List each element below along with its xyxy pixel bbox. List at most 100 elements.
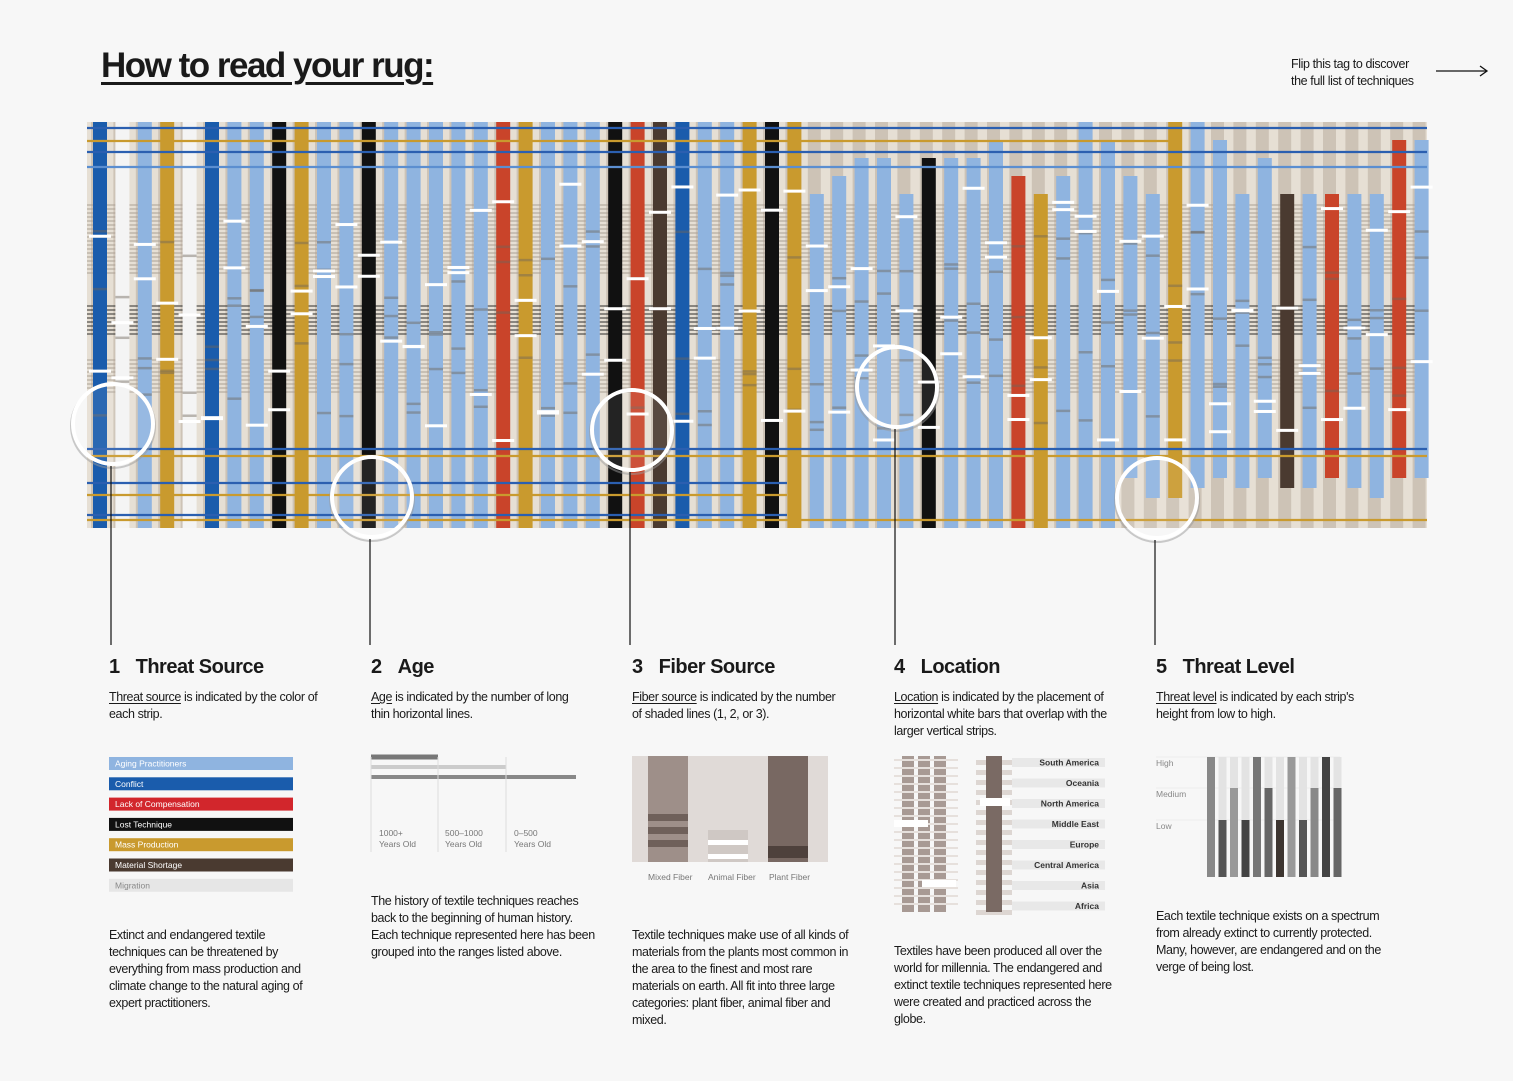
strip-shade	[249, 289, 264, 293]
strip-shade	[1033, 366, 1048, 369]
strip	[697, 122, 712, 528]
location-bar	[1231, 308, 1254, 312]
strip	[1056, 176, 1071, 528]
strip-shade	[160, 371, 175, 375]
strip-shade	[317, 411, 331, 415]
strip-shade	[1392, 394, 1407, 397]
strip-shade	[518, 258, 533, 262]
location-bar	[380, 240, 403, 244]
strip	[630, 122, 645, 528]
location-bar	[1074, 214, 1097, 218]
strip-shade	[227, 397, 242, 400]
location-bar	[738, 309, 761, 313]
strip-shade	[160, 240, 175, 244]
strip-shade	[966, 331, 981, 334]
strip-shade	[563, 382, 578, 385]
strip	[585, 122, 600, 528]
strip-shade	[249, 288, 264, 292]
strip	[563, 122, 578, 528]
strip-shade	[697, 410, 712, 413]
location-bar	[1410, 185, 1433, 189]
location-bar	[671, 419, 694, 423]
fiber-shade	[648, 827, 688, 834]
location-bar	[447, 271, 470, 275]
strip-shade	[989, 374, 1003, 378]
legend-label: Conflict	[115, 779, 144, 789]
location-bar	[156, 357, 179, 361]
location-bar	[828, 410, 851, 414]
strip-shade	[585, 230, 600, 233]
strip-shade	[1123, 313, 1138, 316]
location-bar	[1253, 399, 1276, 403]
strip-shade	[1325, 389, 1339, 393]
location-bar	[245, 423, 268, 427]
level-strip	[1310, 788, 1319, 877]
strip-shade	[294, 342, 309, 345]
location-bar	[223, 266, 246, 270]
location-bar	[1052, 208, 1075, 212]
location-bar	[89, 369, 111, 373]
flip-note: Flip this tag to discover the full list o…	[1291, 56, 1414, 90]
description: is indicated by the color of each strip.	[109, 690, 318, 721]
level-strip	[1253, 757, 1261, 877]
strip	[294, 122, 309, 528]
location-bar	[850, 267, 873, 271]
strip	[1033, 194, 1048, 528]
location-bar	[1007, 418, 1030, 422]
section-title: Threat Level	[1182, 656, 1295, 678]
strip-shade	[429, 330, 443, 334]
location-bar	[357, 253, 380, 257]
location-bar	[895, 215, 918, 219]
location-bar	[111, 376, 134, 380]
section-title: Fiber Source	[658, 656, 776, 678]
strip-shade	[1145, 415, 1160, 418]
strip	[1145, 194, 1160, 498]
legend-label: Mass Production	[115, 840, 179, 850]
strip-shade	[93, 414, 107, 417]
location-bar	[873, 438, 895, 442]
strip	[160, 122, 175, 528]
strip	[1190, 122, 1205, 488]
location-bar	[492, 200, 515, 204]
legend-label: Lost Technique	[115, 819, 172, 829]
strip-shade	[675, 357, 690, 360]
location-bar	[761, 418, 783, 422]
section-number: 5	[1156, 656, 1167, 678]
fiber-shade	[648, 814, 688, 821]
loc-strip	[986, 756, 1002, 912]
strip-shade	[1011, 315, 1026, 319]
strip-shade	[473, 388, 488, 392]
strip	[361, 122, 376, 528]
lens	[330, 455, 414, 539]
location-bar	[223, 219, 246, 223]
strip-shade	[496, 260, 511, 264]
location-bar	[268, 369, 291, 373]
location-bar	[761, 208, 783, 212]
strip-shade	[854, 300, 869, 303]
strip-shade	[832, 406, 847, 409]
section-number: 4	[894, 656, 905, 678]
section-body: Each textile technique exists on a spect…	[1156, 909, 1381, 974]
strip	[518, 122, 533, 528]
level-strip	[1230, 788, 1238, 877]
level-strip	[1207, 757, 1215, 877]
strip-shade	[854, 376, 869, 380]
location-bar	[1074, 229, 1097, 233]
location-bar	[514, 298, 537, 302]
strip-shade	[1347, 372, 1362, 375]
strip-shade	[832, 309, 847, 313]
strip	[384, 122, 399, 528]
location-bar	[559, 182, 582, 186]
location-bar	[626, 277, 649, 281]
strip-shade	[1302, 406, 1317, 410]
strip-shade	[944, 267, 959, 270]
location-bar	[380, 339, 403, 343]
term: Threat source	[109, 690, 181, 704]
region-label: Africa	[1075, 901, 1099, 911]
location-bar	[469, 208, 492, 212]
location-bar	[492, 439, 515, 443]
term: Location	[894, 690, 939, 704]
description: is indicated by the number of shaded lin…	[632, 690, 836, 721]
loc-bar	[980, 798, 1010, 806]
location-bar	[290, 312, 313, 316]
